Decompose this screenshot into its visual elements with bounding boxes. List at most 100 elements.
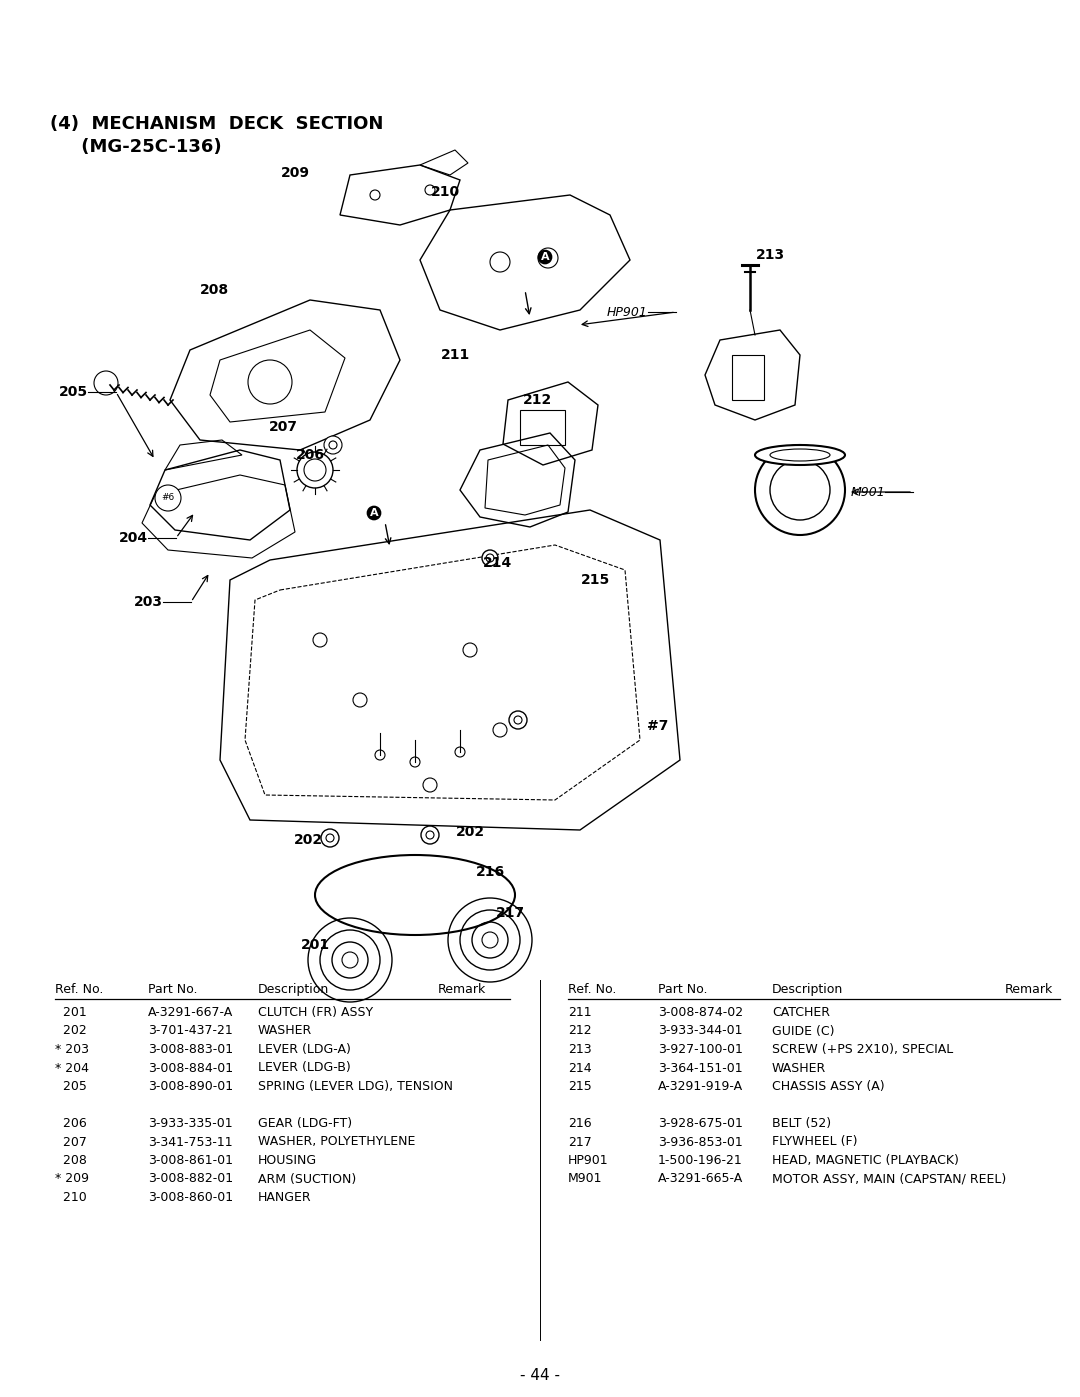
Text: 3-341-753-11: 3-341-753-11 bbox=[148, 1136, 232, 1148]
Circle shape bbox=[410, 757, 420, 767]
Text: GEAR (LDG-FT): GEAR (LDG-FT) bbox=[258, 1118, 352, 1130]
Bar bbox=[732, 355, 764, 400]
Text: * 203: * 203 bbox=[55, 1044, 89, 1056]
Text: LEVER (LDG-A): LEVER (LDG-A) bbox=[258, 1044, 351, 1056]
Text: 217: 217 bbox=[496, 907, 525, 921]
Text: Description: Description bbox=[772, 983, 843, 996]
Text: 208: 208 bbox=[200, 284, 229, 298]
Text: 3-008-874-02: 3-008-874-02 bbox=[658, 1006, 743, 1018]
Text: 3-936-853-01: 3-936-853-01 bbox=[658, 1136, 743, 1148]
Text: 3-933-344-01: 3-933-344-01 bbox=[658, 1024, 743, 1038]
Text: 207: 207 bbox=[269, 420, 297, 434]
Text: CATCHER: CATCHER bbox=[772, 1006, 831, 1018]
Text: Ref. No.: Ref. No. bbox=[568, 983, 617, 996]
Text: SPRING (LEVER LDG), TENSION: SPRING (LEVER LDG), TENSION bbox=[258, 1080, 453, 1092]
Text: 203: 203 bbox=[134, 595, 163, 609]
Text: A-3291-665-A: A-3291-665-A bbox=[658, 1172, 743, 1186]
Text: 214: 214 bbox=[484, 556, 513, 570]
Text: 206: 206 bbox=[55, 1118, 86, 1130]
Text: 212: 212 bbox=[568, 1024, 592, 1038]
Text: * 209: * 209 bbox=[55, 1172, 89, 1186]
Circle shape bbox=[455, 747, 465, 757]
Text: 202: 202 bbox=[456, 826, 485, 840]
Text: WASHER: WASHER bbox=[258, 1024, 312, 1038]
Text: 3-701-437-21: 3-701-437-21 bbox=[148, 1024, 233, 1038]
Text: 3-364-151-01: 3-364-151-01 bbox=[658, 1062, 743, 1074]
Text: WASHER, POLYETHYLENE: WASHER, POLYETHYLENE bbox=[258, 1136, 416, 1148]
Text: 3-008-882-01: 3-008-882-01 bbox=[148, 1172, 233, 1186]
Text: 209: 209 bbox=[281, 166, 310, 180]
Text: 201: 201 bbox=[55, 1006, 86, 1018]
Text: 3-928-675-01: 3-928-675-01 bbox=[658, 1118, 743, 1130]
Text: A-3291-919-A: A-3291-919-A bbox=[658, 1080, 743, 1092]
Text: Remark: Remark bbox=[1005, 983, 1053, 996]
Text: 215: 215 bbox=[568, 1080, 592, 1092]
Text: 205: 205 bbox=[59, 386, 87, 400]
Text: M901: M901 bbox=[850, 486, 885, 499]
Circle shape bbox=[509, 711, 527, 729]
Text: 3-008-883-01: 3-008-883-01 bbox=[148, 1044, 233, 1056]
Text: WASHER: WASHER bbox=[772, 1062, 826, 1074]
Text: * 204: * 204 bbox=[55, 1062, 89, 1074]
Text: 3-008-884-01: 3-008-884-01 bbox=[148, 1062, 233, 1074]
Text: 201: 201 bbox=[300, 937, 329, 951]
Text: SCREW (+PS 2X10), SPECIAL: SCREW (+PS 2X10), SPECIAL bbox=[772, 1044, 954, 1056]
Text: Part No.: Part No. bbox=[658, 983, 707, 996]
Circle shape bbox=[321, 828, 339, 847]
Circle shape bbox=[375, 750, 384, 760]
Text: 214: 214 bbox=[568, 1062, 592, 1074]
Text: 208: 208 bbox=[55, 1154, 86, 1166]
Text: FLYWHEEL (F): FLYWHEEL (F) bbox=[772, 1136, 858, 1148]
Text: #7: #7 bbox=[647, 719, 669, 733]
Text: 216: 216 bbox=[568, 1118, 592, 1130]
Circle shape bbox=[156, 485, 181, 511]
Text: 216: 216 bbox=[475, 865, 504, 879]
Text: 1-500-196-21: 1-500-196-21 bbox=[658, 1154, 743, 1166]
Text: CHASSIS ASSY (A): CHASSIS ASSY (A) bbox=[772, 1080, 885, 1092]
Text: M901: M901 bbox=[568, 1172, 603, 1186]
Text: 215: 215 bbox=[580, 573, 609, 587]
Circle shape bbox=[482, 550, 498, 566]
Text: HP901: HP901 bbox=[607, 306, 648, 319]
Text: A: A bbox=[369, 509, 378, 518]
Text: 211: 211 bbox=[441, 348, 470, 362]
Text: (MG-25C-136): (MG-25C-136) bbox=[50, 138, 221, 156]
Text: 217: 217 bbox=[568, 1136, 592, 1148]
Circle shape bbox=[755, 446, 845, 535]
Text: - 44 -: - 44 - bbox=[519, 1368, 561, 1383]
Text: 205: 205 bbox=[55, 1080, 86, 1092]
Text: HEAD, MAGNETIC (PLAYBACK): HEAD, MAGNETIC (PLAYBACK) bbox=[772, 1154, 959, 1166]
Text: 207: 207 bbox=[55, 1136, 86, 1148]
Text: ARM (SUCTION): ARM (SUCTION) bbox=[258, 1172, 356, 1186]
Text: 212: 212 bbox=[524, 393, 553, 407]
Text: CLUTCH (FR) ASSY: CLUTCH (FR) ASSY bbox=[258, 1006, 373, 1018]
Text: 3-008-890-01: 3-008-890-01 bbox=[148, 1080, 233, 1092]
Text: Remark: Remark bbox=[438, 983, 486, 996]
Text: BELT (52): BELT (52) bbox=[772, 1118, 832, 1130]
Text: 210: 210 bbox=[55, 1192, 86, 1204]
Text: Ref. No.: Ref. No. bbox=[55, 983, 104, 996]
Text: #6: #6 bbox=[161, 493, 175, 503]
Text: 3-933-335-01: 3-933-335-01 bbox=[148, 1118, 232, 1130]
Text: GUIDE (C): GUIDE (C) bbox=[772, 1024, 835, 1038]
Text: 202: 202 bbox=[55, 1024, 86, 1038]
Text: MOTOR ASSY, MAIN (CAPSTAN/ REEL): MOTOR ASSY, MAIN (CAPSTAN/ REEL) bbox=[772, 1172, 1007, 1186]
Ellipse shape bbox=[755, 446, 845, 465]
Text: 3-008-861-01: 3-008-861-01 bbox=[148, 1154, 233, 1166]
Bar bbox=[519, 409, 565, 446]
Text: 206: 206 bbox=[296, 448, 324, 462]
Text: 210: 210 bbox=[431, 184, 460, 198]
Text: HOUSING: HOUSING bbox=[258, 1154, 318, 1166]
Text: 213: 213 bbox=[755, 249, 784, 263]
Text: 3-927-100-01: 3-927-100-01 bbox=[658, 1044, 743, 1056]
Text: (4)  MECHANISM  DECK  SECTION: (4) MECHANISM DECK SECTION bbox=[50, 115, 383, 133]
Text: HP901: HP901 bbox=[568, 1154, 609, 1166]
Text: Description: Description bbox=[258, 983, 329, 996]
Text: HANGER: HANGER bbox=[258, 1192, 312, 1204]
Text: 3-008-860-01: 3-008-860-01 bbox=[148, 1192, 233, 1204]
Circle shape bbox=[421, 826, 438, 844]
Text: 213: 213 bbox=[568, 1044, 592, 1056]
Text: LEVER (LDG-B): LEVER (LDG-B) bbox=[258, 1062, 351, 1074]
Text: 202: 202 bbox=[294, 833, 323, 847]
Text: 211: 211 bbox=[568, 1006, 592, 1018]
